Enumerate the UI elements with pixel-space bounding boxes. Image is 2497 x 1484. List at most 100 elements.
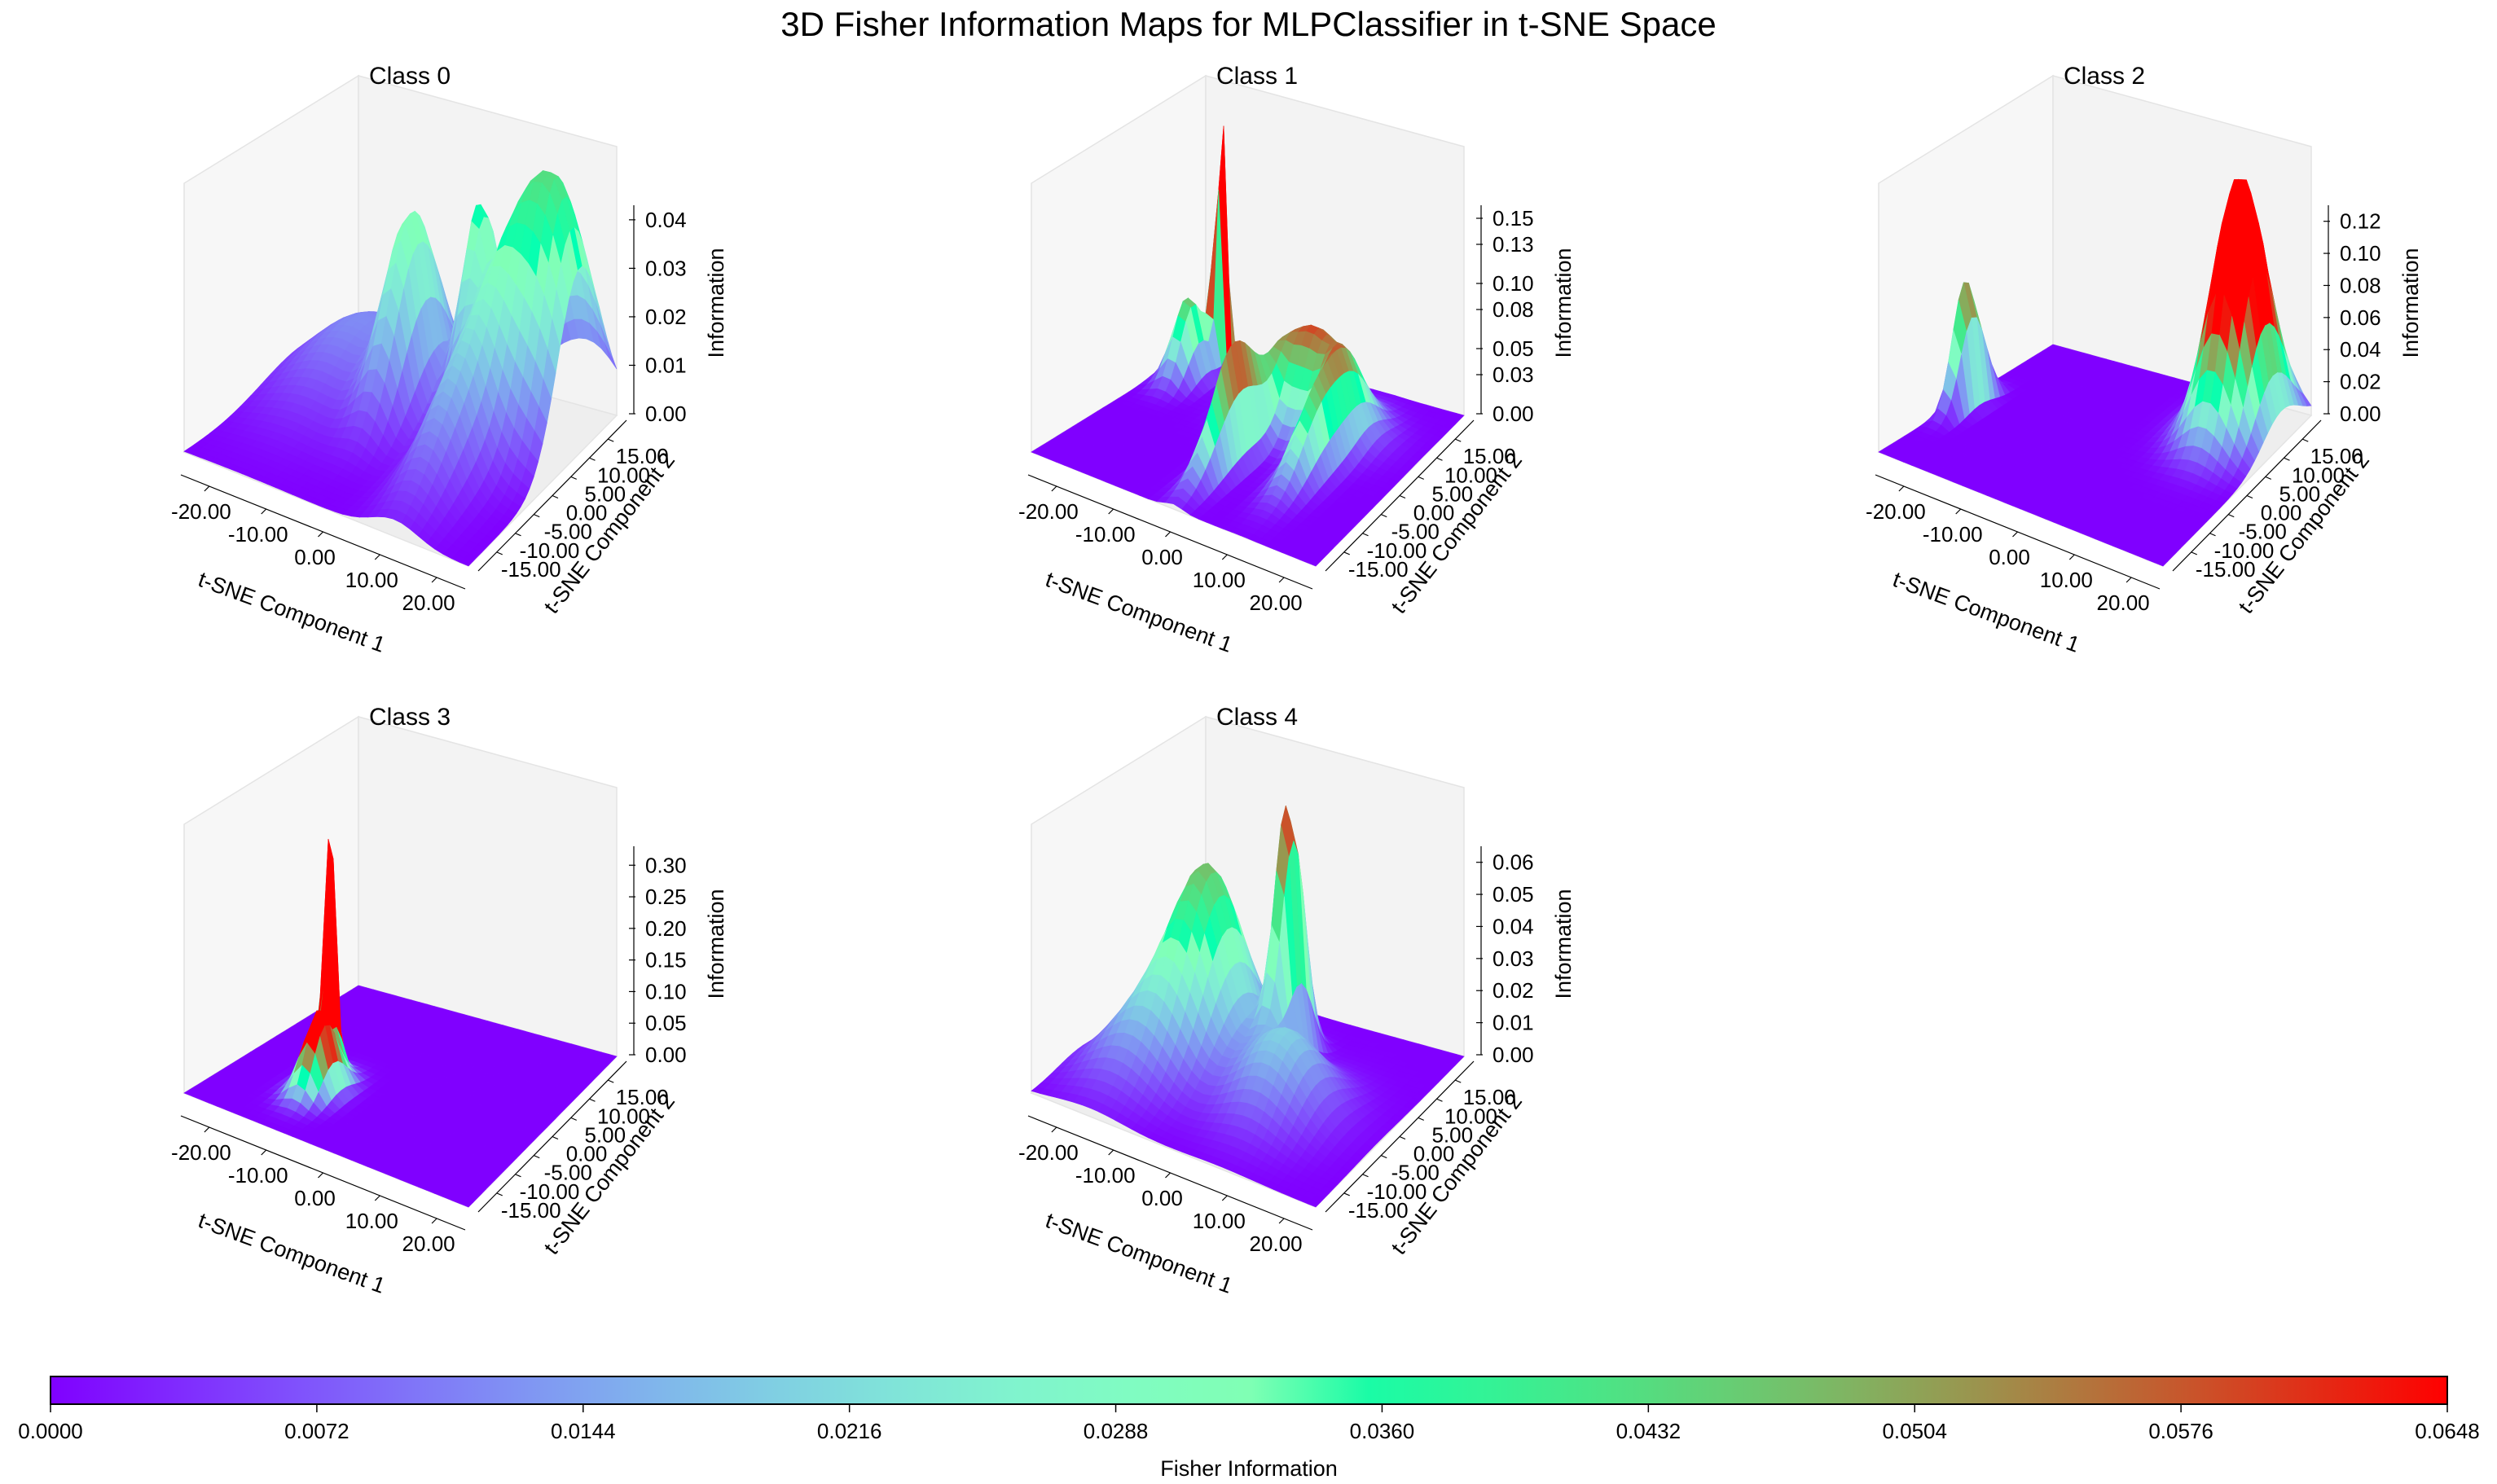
y-tick-label: 15.00 <box>616 1085 669 1109</box>
z-tick-label: 0.15 <box>1492 206 1534 231</box>
colorbar-tick-label: 0.0144 <box>551 1419 616 1443</box>
z-tick-label: 0.10 <box>2340 241 2381 266</box>
z-tick-label: 0.06 <box>2340 305 2381 330</box>
z-axis: 0.00 0.01 0.02 0.03 0.04 0.05 0.06 <box>1476 846 1534 1067</box>
z-tick-label: 0.03 <box>645 256 687 280</box>
x-tick-label: 20.00 <box>2097 591 2150 615</box>
z-tick-label: 0.03 <box>1492 946 1534 971</box>
z-axis: 0.00 0.02 0.04 0.06 0.08 0.10 0.12 <box>2323 205 2381 426</box>
x-tick-label: 0.00 <box>1141 545 1183 569</box>
colorbar-gradient <box>50 1376 2448 1405</box>
z-tick-label: 0.12 <box>2340 209 2381 234</box>
colorbar-tick-label: 0.0432 <box>1616 1419 1682 1443</box>
x-tick-label: -20.00 <box>171 499 231 524</box>
colorbar-label: Fisher Information <box>1160 1456 1338 1481</box>
x-tick-label: -20.00 <box>171 1140 231 1165</box>
x-tick-label: 10.00 <box>345 1209 398 1233</box>
x-tick-label: 20.00 <box>402 591 455 615</box>
y-tick-label: -5.00 <box>1391 1161 1440 1185</box>
subplot-title: Class 4 <box>1216 704 1298 731</box>
y-tick-label: 15.00 <box>1463 444 1516 468</box>
x-tick-label: 10.00 <box>345 568 398 592</box>
x-tick-label: 20.00 <box>1250 591 1303 615</box>
y-tick-label: 5.00 <box>584 1122 626 1147</box>
y-tick-label: 15.00 <box>2310 444 2363 468</box>
z-tick-label: 0.15 <box>645 948 687 973</box>
z-tick-label: 0.00 <box>645 1043 687 1067</box>
x-tick-label: 10.00 <box>1193 1209 1246 1233</box>
y-tick-label: 5.00 <box>1431 1122 1473 1147</box>
y-tick-label: -15.00 <box>2196 557 2256 582</box>
x-tick-label: 0.00 <box>294 545 336 569</box>
colorbar-tick-label: 0.0360 <box>1350 1419 1415 1443</box>
y-tick-label: -15.00 <box>501 557 561 582</box>
y-tick-label: -15.00 <box>1348 1198 1409 1223</box>
surface <box>183 839 618 1208</box>
x-tick-label: 10.00 <box>2040 568 2093 592</box>
subplot-title: Class 1 <box>1216 63 1298 90</box>
y-tick-label: -10.00 <box>1367 1179 1427 1204</box>
colorbar-tick-label: 0.0000 <box>18 1419 83 1443</box>
y-tick-label: -15.00 <box>501 1198 561 1223</box>
y-tick-label: 5.00 <box>2279 481 2320 506</box>
x-tick-label: -20.00 <box>1866 499 1926 524</box>
x-tick-label: -10.00 <box>1923 522 1983 547</box>
colorbar-tick-label: 0.0576 <box>2148 1419 2213 1443</box>
y-tick-label: 10.00 <box>1444 463 1497 487</box>
y-tick-label: 10.00 <box>1444 1104 1497 1128</box>
surface <box>1031 125 1465 567</box>
z-axis-label: Information <box>704 889 728 999</box>
colorbar-tick-label: 0.0648 <box>2415 1419 2480 1443</box>
surface <box>183 169 618 567</box>
y-tick-label: -5.00 <box>2239 520 2287 544</box>
subplot-title: Class 3 <box>369 704 451 731</box>
x-tick-label: -10.00 <box>228 522 288 547</box>
x-tick-label: 0.00 <box>1141 1186 1183 1210</box>
z-tick-label: 0.04 <box>1492 914 1534 938</box>
z-tick-label: 0.08 <box>1492 297 1534 322</box>
z-tick-label: 0.13 <box>1492 232 1534 257</box>
y-tick-label: -5.00 <box>1391 520 1440 544</box>
colorbar-tick-label: 0.0288 <box>1084 1419 1149 1443</box>
z-axis: 0.00 0.05 0.10 0.15 0.20 0.25 0.30 <box>629 846 687 1067</box>
y-tick-label: 0.00 <box>2261 501 2302 525</box>
y-tick-label: 0.00 <box>1413 1142 1455 1166</box>
y-tick-label: 0.00 <box>566 501 608 525</box>
colorbar-tick-label: 0.0504 <box>1882 1419 1947 1443</box>
z-tick-label: 0.02 <box>645 305 687 329</box>
figure-title: 3D Fisher Information Maps for MLPClassi… <box>780 5 1717 43</box>
y-tick-label: -10.00 <box>520 1179 580 1204</box>
z-tick-label: 0.04 <box>2340 337 2381 362</box>
z-tick-label: 0.05 <box>1492 882 1534 907</box>
colorbar: 0.0000 0.0072 0.0144 0.0216 0.0288 0.0360 0.04… <box>18 1376 2480 1481</box>
z-tick-label: 0.06 <box>1492 850 1534 875</box>
y-tick-label: 10.00 <box>2292 463 2345 487</box>
y-tick-label: 0.00 <box>566 1142 608 1166</box>
z-tick-label: 0.08 <box>2340 273 2381 297</box>
z-tick-label: 0.25 <box>645 885 687 909</box>
x-tick-label: 20.00 <box>402 1232 455 1256</box>
z-axis-label: Information <box>2398 248 2423 358</box>
x-tick-label: -20.00 <box>1018 499 1079 524</box>
surface <box>1031 806 1465 1208</box>
y-tick-label: -5.00 <box>544 1161 592 1185</box>
subplot-title: Class 2 <box>2064 63 2145 90</box>
y-tick-label: 10.00 <box>597 1104 650 1128</box>
y-tick-label: 10.00 <box>597 463 650 487</box>
x-tick-label: -10.00 <box>228 1163 288 1188</box>
z-tick-label: 0.00 <box>2340 402 2381 426</box>
x-tick-label: 10.00 <box>1193 568 1246 592</box>
